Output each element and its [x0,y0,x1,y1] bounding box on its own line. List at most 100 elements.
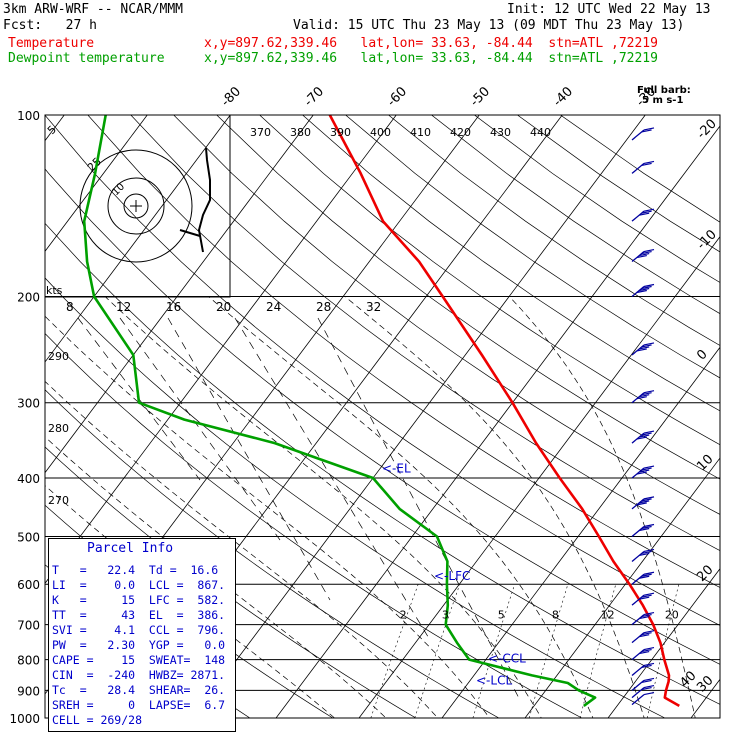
moist-adiabat [344,296,645,718]
wind-barb [631,523,655,537]
wind-barb-flag [641,432,652,436]
wind-barb-flag [639,596,650,600]
wind-barb-flag [643,571,655,575]
wind-barb-flag [639,252,650,257]
parcel-row: PW = 2.30 YGP = 0.0 [52,638,226,652]
dry-adiabat [87,115,720,588]
wind-barb-flag [643,248,655,253]
speed-tick-label: 24 [266,300,281,314]
parcel-info-panel: Parcel Info T = 22.4 Td = 16.6 LI = 0.0 … [48,538,236,732]
wind-barb-flag [639,469,650,473]
hodograph-ring [79,149,193,263]
wind-barb [631,208,655,222]
wind-barb-flag [643,342,655,346]
dry-adiabat [45,222,720,705]
wind-barb-flag [639,616,650,620]
pressure-tick-label: 600 [17,578,40,592]
isotherm-line [45,115,231,363]
pressure-tick-label: 800 [17,654,40,668]
wind-barb-flag [641,162,652,167]
speed-axis-label: kts [46,284,63,297]
parcel-row: SREH = 0 LAPSE= 6.7 [52,698,226,712]
parcel-row: CELL = 269/28 [52,713,143,727]
parcel-row: TT = 43 EL = 386. [52,608,226,622]
theta-label: 430 [490,126,511,139]
mixing-ratio-label: 3 [442,609,449,622]
legend-dewpoint-location: x,y=897.62,339.46 lat,lon= 33.63, -84.44… [204,51,658,66]
barb-legend-units: 5 m s-1 [642,95,683,106]
wind-barb-flag [641,467,652,471]
wind-barb-flag [643,684,655,689]
mixing-ratio-label: 12 [601,609,615,622]
parcel-row: CIN = -240 HWBZ= 2871. [52,668,226,682]
dewpoint-line [82,114,597,707]
theta-label: 410 [410,126,431,139]
wind-barb [631,662,655,676]
theta-label: 390 [330,126,351,139]
pressure-tick-label: 400 [17,472,40,486]
moist-adiabat [45,436,387,718]
wind-barb-flag [643,430,655,434]
dry-adiabat [45,168,720,665]
level-label-ccl: <-CCL [488,651,526,665]
isotherm-line [45,115,397,584]
hodograph-trace [179,147,211,253]
wind-barb-flag [641,129,652,133]
wind-barb-flag [636,471,647,475]
mixing-ratio-label: 8 [552,609,559,622]
theta-label: 370 [250,126,271,139]
wind-barb [631,160,655,174]
theta-label: 420 [450,126,471,139]
parcel-row: T = 22.4 Td = 16.6 [52,563,219,577]
wind-barb [631,612,655,626]
moist-adiabat [104,296,542,718]
level-label-el: <-EL [382,462,411,476]
wind-barb-flag [641,664,652,669]
theta-label: 290 [48,350,69,363]
chart-grid [45,115,720,718]
moist-adiabat [45,380,439,718]
wind-barb-flag [641,210,652,214]
legend-temperature-location: x,y=897.62,339.46 lat,lon= 33.63, -84.44… [204,36,658,51]
wind-barb [631,677,655,691]
wind-barb [631,127,655,141]
barb-legend-label: Full barb: [637,85,691,96]
legend-temperature: Temperature [8,36,95,51]
wind-barb-flag [641,550,652,555]
wind-barb [631,430,655,444]
isotherm-line [607,568,720,718]
temperature-line [328,114,680,708]
wind-barb-flag [643,283,655,288]
theta-label: 400 [370,126,391,139]
isotherm-line [524,457,720,718]
wind-barb [631,592,655,606]
wind-barb [631,248,655,263]
wind-barb-flag [641,686,652,691]
pressure-tick-label: 1000 [9,712,40,726]
dry-adiabat [345,115,720,379]
dry-adiabat [45,333,583,718]
wind-barb-flag [639,552,650,557]
wind-barb-flag [636,289,647,294]
wind-barb-flag [643,496,655,500]
wind-barb-flag [641,392,652,396]
wind-barb-flag [641,498,652,502]
wind-barb [631,548,655,562]
mixing-ratio-line [528,584,569,718]
wind-barb-flag [643,160,655,165]
wind-barb-flag [639,346,650,350]
wind-barb [631,342,655,356]
forecast-hour: Fcst: 27 h [3,18,97,33]
wind-barb [631,496,655,510]
isotherm-line [358,235,720,718]
wind-barb-flag [643,592,655,596]
wind-barb-flag [639,527,650,532]
wind-barb-flag [639,287,650,292]
wind-barb-flag [643,662,655,667]
wind-barb [631,646,655,661]
level-label-lcl: <-LCL [476,674,512,688]
dry-adiabat [45,389,500,718]
mixing-ratio-label: 2 [400,609,407,622]
pressure-tick-label: 300 [17,397,40,411]
